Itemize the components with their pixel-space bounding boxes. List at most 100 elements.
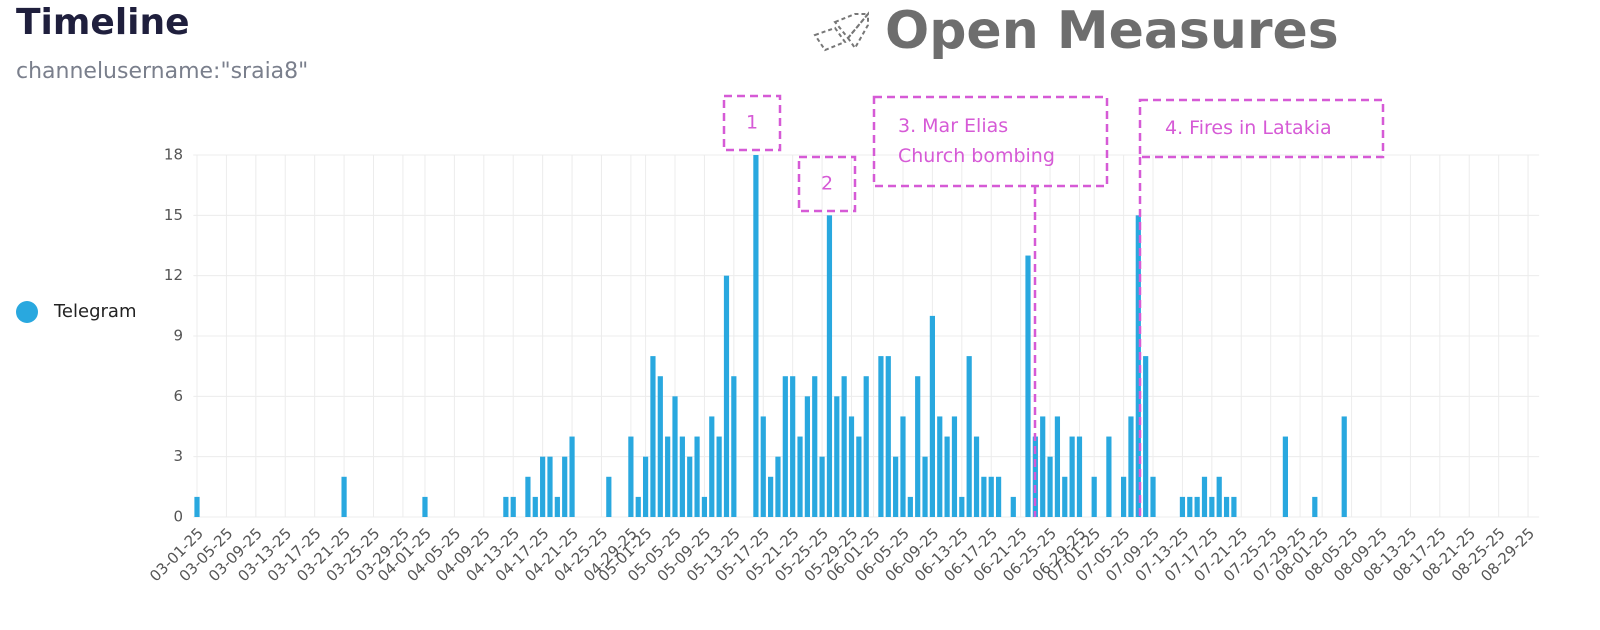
- bar: [893, 456, 899, 517]
- bar: [863, 376, 869, 517]
- bar: [503, 496, 509, 517]
- y-tick-label: 9: [173, 327, 183, 345]
- annotation-text: Church bombing: [898, 145, 1055, 167]
- annotation-text: 2: [821, 173, 833, 195]
- y-tick-label: 3: [173, 447, 183, 465]
- y-tick-label: 6: [173, 387, 183, 405]
- bar: [1194, 496, 1200, 517]
- bar: [1216, 476, 1222, 517]
- bar: [944, 436, 950, 517]
- y-tick-label: 0: [173, 508, 183, 526]
- bar: [554, 496, 560, 517]
- bar: [694, 436, 700, 517]
- bar: [422, 496, 428, 517]
- bar: [782, 376, 788, 517]
- bar: [826, 215, 833, 518]
- bar: [1062, 476, 1068, 517]
- logo-icon: [813, 11, 871, 52]
- bar: [900, 416, 906, 517]
- bar: [1143, 356, 1149, 517]
- y-tick-label: 18: [164, 146, 183, 164]
- bar: [194, 496, 200, 517]
- bar: [819, 456, 825, 517]
- bar: [988, 476, 994, 517]
- bar: [606, 476, 612, 517]
- annotation-text: 3. Mar Elias: [898, 115, 1008, 137]
- bar: [679, 436, 685, 517]
- annotation-box: [797, 155, 857, 213]
- bar: [642, 456, 649, 517]
- bar: [937, 416, 943, 517]
- bar: [731, 376, 737, 517]
- legend-swatch: [16, 301, 38, 323]
- bar: [768, 476, 774, 517]
- annotation-box: [872, 95, 1109, 188]
- y-tick-label: 15: [164, 206, 183, 224]
- bar: [1187, 496, 1193, 517]
- bar: [709, 416, 715, 517]
- bar: [1054, 416, 1061, 517]
- bar: [790, 376, 796, 517]
- bar: [848, 416, 855, 517]
- bar: [907, 496, 913, 517]
- chart-title: Timeline: [16, 2, 190, 43]
- bar: [701, 496, 708, 517]
- bar: [650, 356, 656, 517]
- bar: [1179, 496, 1186, 517]
- bar: [1121, 476, 1127, 517]
- bar: [812, 376, 818, 517]
- bar: [1231, 496, 1237, 517]
- bar: [1076, 436, 1083, 517]
- bar: [1150, 476, 1156, 517]
- bar: [922, 456, 928, 517]
- bar: [628, 436, 634, 517]
- bar: [1106, 436, 1112, 517]
- bar: [1091, 476, 1097, 517]
- bar: [915, 376, 921, 517]
- bar: [966, 356, 972, 517]
- annotation-box: [722, 94, 782, 152]
- bar: [1312, 496, 1318, 517]
- bar: [995, 476, 1002, 517]
- bar: [929, 315, 935, 517]
- bar: [525, 476, 531, 517]
- bar: [856, 436, 862, 517]
- bar: [1282, 436, 1288, 517]
- bar: [1341, 416, 1347, 517]
- bar: [687, 456, 693, 517]
- annotation-box: [1138, 98, 1385, 159]
- bar: [532, 496, 538, 517]
- bar: [885, 356, 891, 517]
- bar: [804, 396, 810, 517]
- bar: [672, 396, 678, 517]
- bar: [775, 456, 781, 517]
- chart-subtitle: channelusername:"sraia8": [16, 59, 308, 84]
- bar: [841, 376, 847, 517]
- bar: [1209, 496, 1215, 517]
- bar: [834, 396, 840, 517]
- bar: [973, 436, 980, 517]
- bar: [1040, 416, 1046, 517]
- bar: [716, 436, 722, 517]
- y-tick-label: 12: [164, 266, 183, 284]
- bar: [959, 496, 965, 517]
- bar: [1047, 456, 1053, 517]
- bar: [1128, 416, 1134, 517]
- bar: [753, 155, 759, 517]
- bar: [760, 416, 766, 517]
- bar: [723, 275, 730, 517]
- bar: [1069, 436, 1075, 517]
- bar: [547, 456, 553, 517]
- bar: [1135, 215, 1141, 518]
- logo-text: Open Measures: [885, 1, 1339, 61]
- bar: [951, 416, 958, 517]
- bar: [1201, 476, 1208, 517]
- annotation-text: 4. Fires in Latakia: [1165, 117, 1332, 139]
- bar: [635, 496, 641, 517]
- bar: [341, 476, 347, 517]
- bar: [1010, 496, 1016, 517]
- bar: [569, 436, 575, 517]
- bar: [1223, 496, 1230, 517]
- legend-label: Telegram: [53, 301, 136, 322]
